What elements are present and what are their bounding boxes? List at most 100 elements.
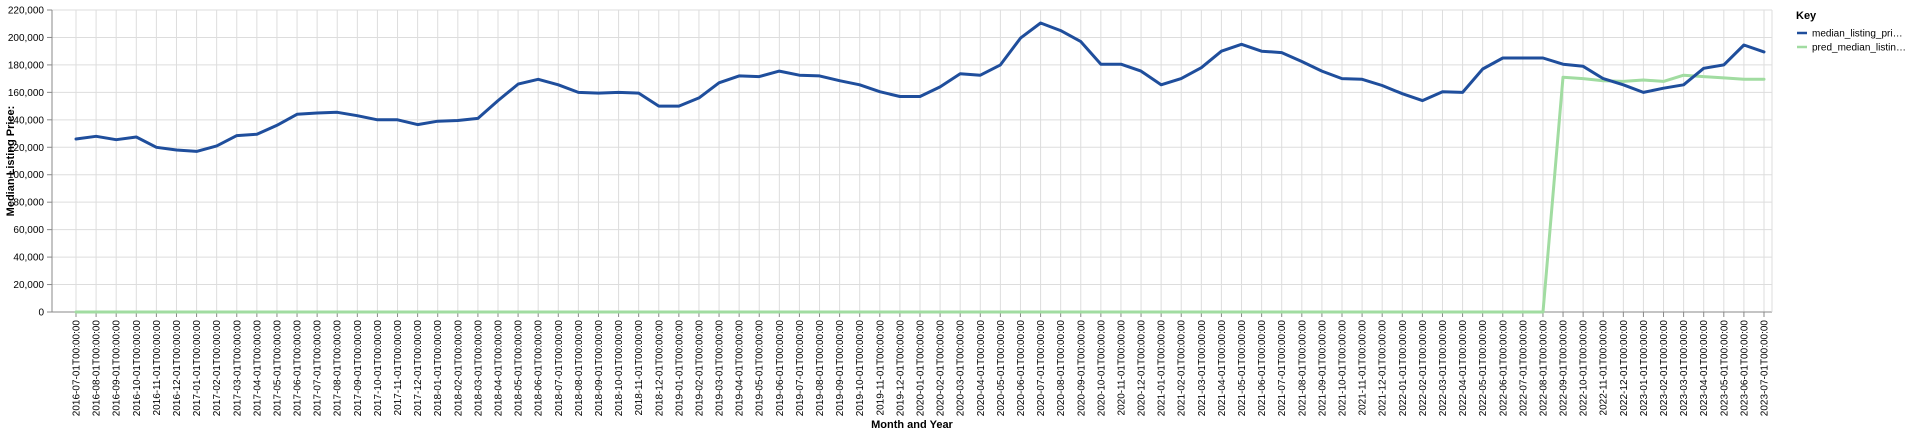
x-tick-label: 2017-08-01T00:00:00: [333, 320, 344, 417]
x-tick-label: 2020-02-01T00:00:00: [936, 320, 947, 417]
x-tick-label: 2021-07-01T00:00:00: [1277, 320, 1288, 417]
x-tick-label: 2016-07-01T00:00:00: [72, 320, 83, 417]
x-tick-label: 2017-09-01T00:00:00: [353, 320, 364, 417]
x-tick-label: 2022-02-01T00:00:00: [1418, 320, 1429, 417]
x-tick-label: 2017-04-01T00:00:00: [252, 320, 263, 417]
x-tick-label: 2016-08-01T00:00:00: [92, 320, 103, 417]
x-tick-label: 2018-09-01T00:00:00: [594, 320, 605, 417]
x-tick-label: 2020-08-01T00:00:00: [1056, 320, 1067, 417]
x-tick-label: 2016-10-01T00:00:00: [132, 320, 143, 417]
x-tick-label: 2019-11-01T00:00:00: [875, 320, 886, 416]
y-tick-label: 200,000: [8, 33, 45, 44]
x-tick-label: 2021-04-01T00:00:00: [1217, 320, 1228, 417]
x-tick-label: 2022-12-01T00:00:00: [1619, 320, 1630, 417]
y-tick-label: 160,000: [8, 88, 45, 99]
x-tick-label: 2019-02-01T00:00:00: [694, 320, 705, 417]
x-tick-label: 2018-01-01T00:00:00: [433, 320, 444, 417]
x-tick-label: 2022-03-01T00:00:00: [1438, 320, 1449, 417]
x-tick-label: 2020-11-01T00:00:00: [1116, 320, 1127, 416]
x-tick-label: 2018-10-01T00:00:00: [614, 320, 625, 417]
x-tick-label: 2019-06-01T00:00:00: [775, 320, 786, 417]
x-tick-label: 2022-11-01T00:00:00: [1599, 320, 1610, 416]
axes: [47, 9, 1773, 317]
x-tick-label: 2022-09-01T00:00:00: [1559, 320, 1570, 417]
y-tick-label: 20,000: [13, 280, 44, 291]
y-tick-label: 80,000: [13, 198, 44, 209]
series-lines: [74, 21, 1766, 314]
x-tick-label: 2020-04-01T00:00:00: [976, 320, 987, 417]
x-tick-label: 2023-06-01T00:00:00: [1739, 320, 1750, 417]
x-tick-label: 2021-09-01T00:00:00: [1317, 320, 1328, 417]
x-tick-label: 2016-12-01T00:00:00: [172, 320, 183, 417]
x-tick-label: 2022-05-01T00:00:00: [1478, 320, 1489, 417]
x-tick-label: 2016-09-01T00:00:00: [112, 320, 123, 417]
x-tick-label: 2020-05-01T00:00:00: [996, 320, 1007, 417]
x-tick-label: 2018-04-01T00:00:00: [494, 320, 505, 417]
x-tick-label: 2018-11-01T00:00:00: [634, 320, 645, 416]
x-tick-label: 2022-01-01T00:00:00: [1398, 320, 1409, 417]
x-tick-label: 2019-01-01T00:00:00: [674, 320, 685, 417]
x-tick-label: 2017-10-01T00:00:00: [373, 320, 384, 417]
x-tick-label: 2022-07-01T00:00:00: [1518, 320, 1529, 417]
x-tick-label: 2017-01-01T00:00:00: [192, 320, 203, 417]
x-tick-label: 2021-06-01T00:00:00: [1257, 320, 1268, 417]
series-line: [74, 21, 1766, 153]
y-tick-labels: 0 20,000 40,000 60,000 80,000 100,000 120,000 1…: [8, 6, 45, 319]
y-axis-title: Median Listing Price:: [5, 106, 17, 217]
x-tick-label: 2021-01-01T00:00:00: [1157, 320, 1168, 417]
x-tick-label: 2020-06-01T00:00:00: [1016, 320, 1027, 417]
legend-label: median_listing_pri…: [1812, 29, 1903, 40]
gridlines: [52, 9, 1772, 313]
x-tick-label: 2018-08-01T00:00:00: [574, 320, 585, 417]
x-tick-label: 2019-07-01T00:00:00: [795, 320, 806, 417]
x-tick-label: 2021-03-01T00:00:00: [1197, 320, 1208, 417]
x-tick-label: 2020-03-01T00:00:00: [956, 320, 967, 417]
y-tick-label: 100,000: [8, 170, 45, 181]
x-tick-label: 2020-10-01T00:00:00: [1096, 320, 1107, 417]
x-tick-label: 2019-09-01T00:00:00: [835, 320, 846, 417]
x-tick-label: 2023-03-01T00:00:00: [1679, 320, 1690, 417]
x-tick-label: 2017-12-01T00:00:00: [413, 320, 424, 417]
x-tick-label: 2021-10-01T00:00:00: [1338, 320, 1349, 417]
x-tick-label: 2018-07-01T00:00:00: [554, 320, 565, 417]
x-tick-label: 2018-02-01T00:00:00: [453, 320, 464, 417]
x-tick-label: 2021-05-01T00:00:00: [1237, 320, 1248, 417]
x-tick-label: 2019-03-01T00:00:00: [715, 320, 726, 417]
x-tick-label: 2018-05-01T00:00:00: [514, 320, 525, 417]
x-axis-title: Month and Year: [871, 419, 953, 431]
y-tick-label: 140,000: [8, 115, 45, 126]
series-line: [74, 73, 1766, 314]
x-tick-label: 2023-01-01T00:00:00: [1639, 320, 1650, 417]
x-tick-label: 2022-06-01T00:00:00: [1498, 320, 1509, 417]
y-tick-label: 0: [38, 308, 44, 319]
x-tick-label: 2018-03-01T00:00:00: [473, 320, 484, 417]
x-tick-label: 2020-07-01T00:00:00: [1036, 320, 1047, 417]
y-tick-label: 60,000: [13, 225, 44, 236]
x-tick-label: 2023-04-01T00:00:00: [1699, 320, 1710, 417]
y-tick-label: 40,000: [13, 253, 44, 264]
x-tick-label: 2017-02-01T00:00:00: [212, 320, 223, 417]
x-tick-label: 2019-04-01T00:00:00: [735, 320, 746, 417]
legend: Key median_listing_pri… pred_median_listi…: [1796, 10, 1906, 54]
x-tick-label: 2017-05-01T00:00:00: [272, 320, 283, 417]
x-tick-label: 2021-02-01T00:00:00: [1177, 320, 1188, 417]
x-tick-label: 2021-08-01T00:00:00: [1297, 320, 1308, 417]
x-tick-label: 2022-08-01T00:00:00: [1538, 320, 1549, 417]
x-tick-label: 2020-09-01T00:00:00: [1076, 320, 1087, 417]
y-tick-label: 180,000: [8, 60, 45, 71]
x-tick-label: 2018-06-01T00:00:00: [534, 320, 545, 417]
x-tick-label: 2019-08-01T00:00:00: [815, 320, 826, 417]
x-tick-label: 2018-12-01T00:00:00: [654, 320, 665, 417]
legend-label: pred_median_listin…: [1812, 43, 1906, 54]
x-tick-labels: 2016-07-01T00:00:00 2016-08-01T00:00:00 20…: [72, 320, 1771, 417]
x-tick-label: 2022-10-01T00:00:00: [1579, 320, 1590, 417]
x-tick-label: 2017-07-01T00:00:00: [313, 320, 324, 417]
y-tick-label: 120,000: [8, 143, 45, 154]
x-tick-label: 2016-11-01T00:00:00: [152, 320, 163, 416]
x-tick-label: 2017-03-01T00:00:00: [232, 320, 243, 417]
x-tick-label: 2019-12-01T00:00:00: [895, 320, 906, 417]
x-tick-label: 2023-07-01T00:00:00: [1760, 320, 1771, 417]
x-tick-label: 2020-01-01T00:00:00: [916, 320, 927, 417]
x-tick-label: 2017-11-01T00:00:00: [393, 320, 404, 416]
